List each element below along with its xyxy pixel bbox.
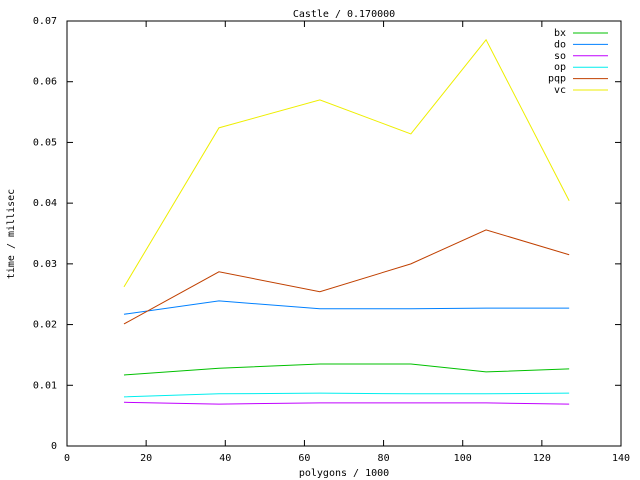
legend-label: pqp [548, 74, 566, 85]
legend-label: op [554, 62, 566, 73]
x-tick-label: 80 [378, 453, 390, 464]
legend-label: vc [554, 85, 566, 96]
x-tick-label: 140 [612, 453, 630, 464]
chart-title: Castle / 0.170000 [293, 9, 395, 20]
x-axis-label: polygons / 1000 [299, 468, 389, 479]
x-tick-label: 60 [298, 453, 310, 464]
y-tick-label: 0.06 [33, 77, 57, 88]
y-tick-label: 0.05 [33, 137, 57, 148]
plot-border [66, 20, 622, 447]
series-line [123, 38, 570, 288]
y-axis-label: time / millisec [6, 189, 17, 279]
series-line [123, 401, 570, 405]
y-tick-label: 0.07 [33, 16, 57, 27]
x-tick-label: 120 [533, 453, 551, 464]
legend-label: bx [554, 28, 566, 39]
series-line [123, 363, 570, 376]
legend-label: so [554, 51, 566, 62]
y-tick-label: 0 [51, 441, 57, 452]
y-tick-label: 0.03 [33, 259, 57, 270]
series-line [123, 229, 570, 325]
y-tick-label: 0.02 [33, 320, 57, 331]
series-line [123, 300, 570, 315]
series-line [123, 392, 570, 398]
x-tick-label: 0 [64, 453, 70, 464]
y-tick-label: 0.04 [33, 198, 57, 209]
x-tick-label: 20 [140, 453, 152, 464]
x-tick-label: 100 [454, 453, 472, 464]
legend-label: do [554, 39, 566, 50]
x-tick-label: 40 [219, 453, 231, 464]
y-tick-label: 0.01 [33, 380, 57, 391]
